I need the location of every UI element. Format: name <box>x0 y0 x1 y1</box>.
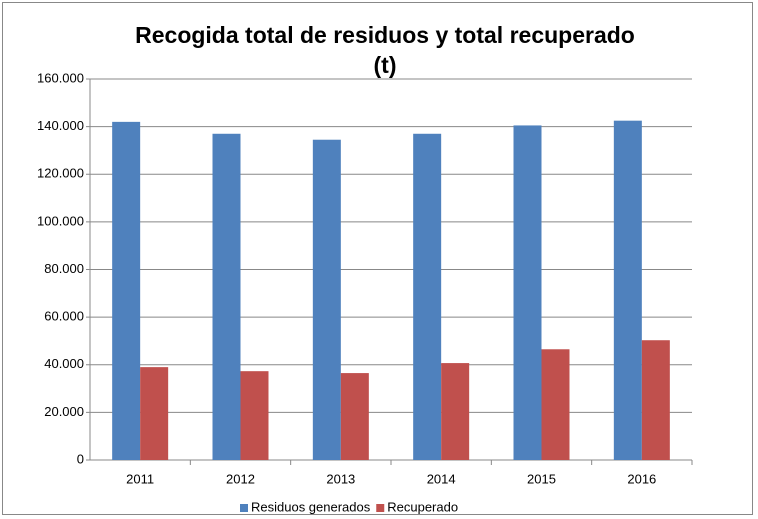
bar <box>140 367 169 460</box>
y-tick-label: 120.000 <box>37 166 84 181</box>
y-tick-label: 80.000 <box>44 261 84 276</box>
y-tick-label: 140.000 <box>37 118 84 133</box>
bar <box>441 363 470 460</box>
bar <box>340 373 369 460</box>
legend-label: Recuperado <box>387 499 458 514</box>
y-tick-label: 0 <box>77 451 84 466</box>
y-tick-label: 20.000 <box>44 404 84 419</box>
y-tick-label: 100.000 <box>37 213 84 228</box>
bar <box>641 340 670 460</box>
bar <box>413 133 442 461</box>
y-tick-label: 40.000 <box>44 356 84 371</box>
bar <box>541 349 570 460</box>
bar <box>513 125 542 460</box>
bar <box>613 120 642 460</box>
legend-label: Residuos generados <box>251 499 371 514</box>
y-tick-label: 60.000 <box>44 309 84 324</box>
chart-frame <box>2 2 753 515</box>
x-tick-label: 2014 <box>427 471 456 486</box>
x-tick-label: 2012 <box>226 471 255 486</box>
legend-swatch <box>376 504 385 512</box>
x-tick-label: 2011 <box>126 471 154 486</box>
x-tick-label: 2016 <box>627 471 656 486</box>
x-tick-label: 2015 <box>527 471 556 486</box>
bar <box>240 371 269 460</box>
bar <box>312 139 341 461</box>
x-tick-label: 2013 <box>326 471 355 486</box>
chart-title: Recogida total de residuos y total recup… <box>135 22 635 78</box>
bar <box>212 133 241 461</box>
bar <box>112 121 141 461</box>
y-tick-label: 160.000 <box>37 70 84 85</box>
legend-swatch <box>240 504 248 512</box>
